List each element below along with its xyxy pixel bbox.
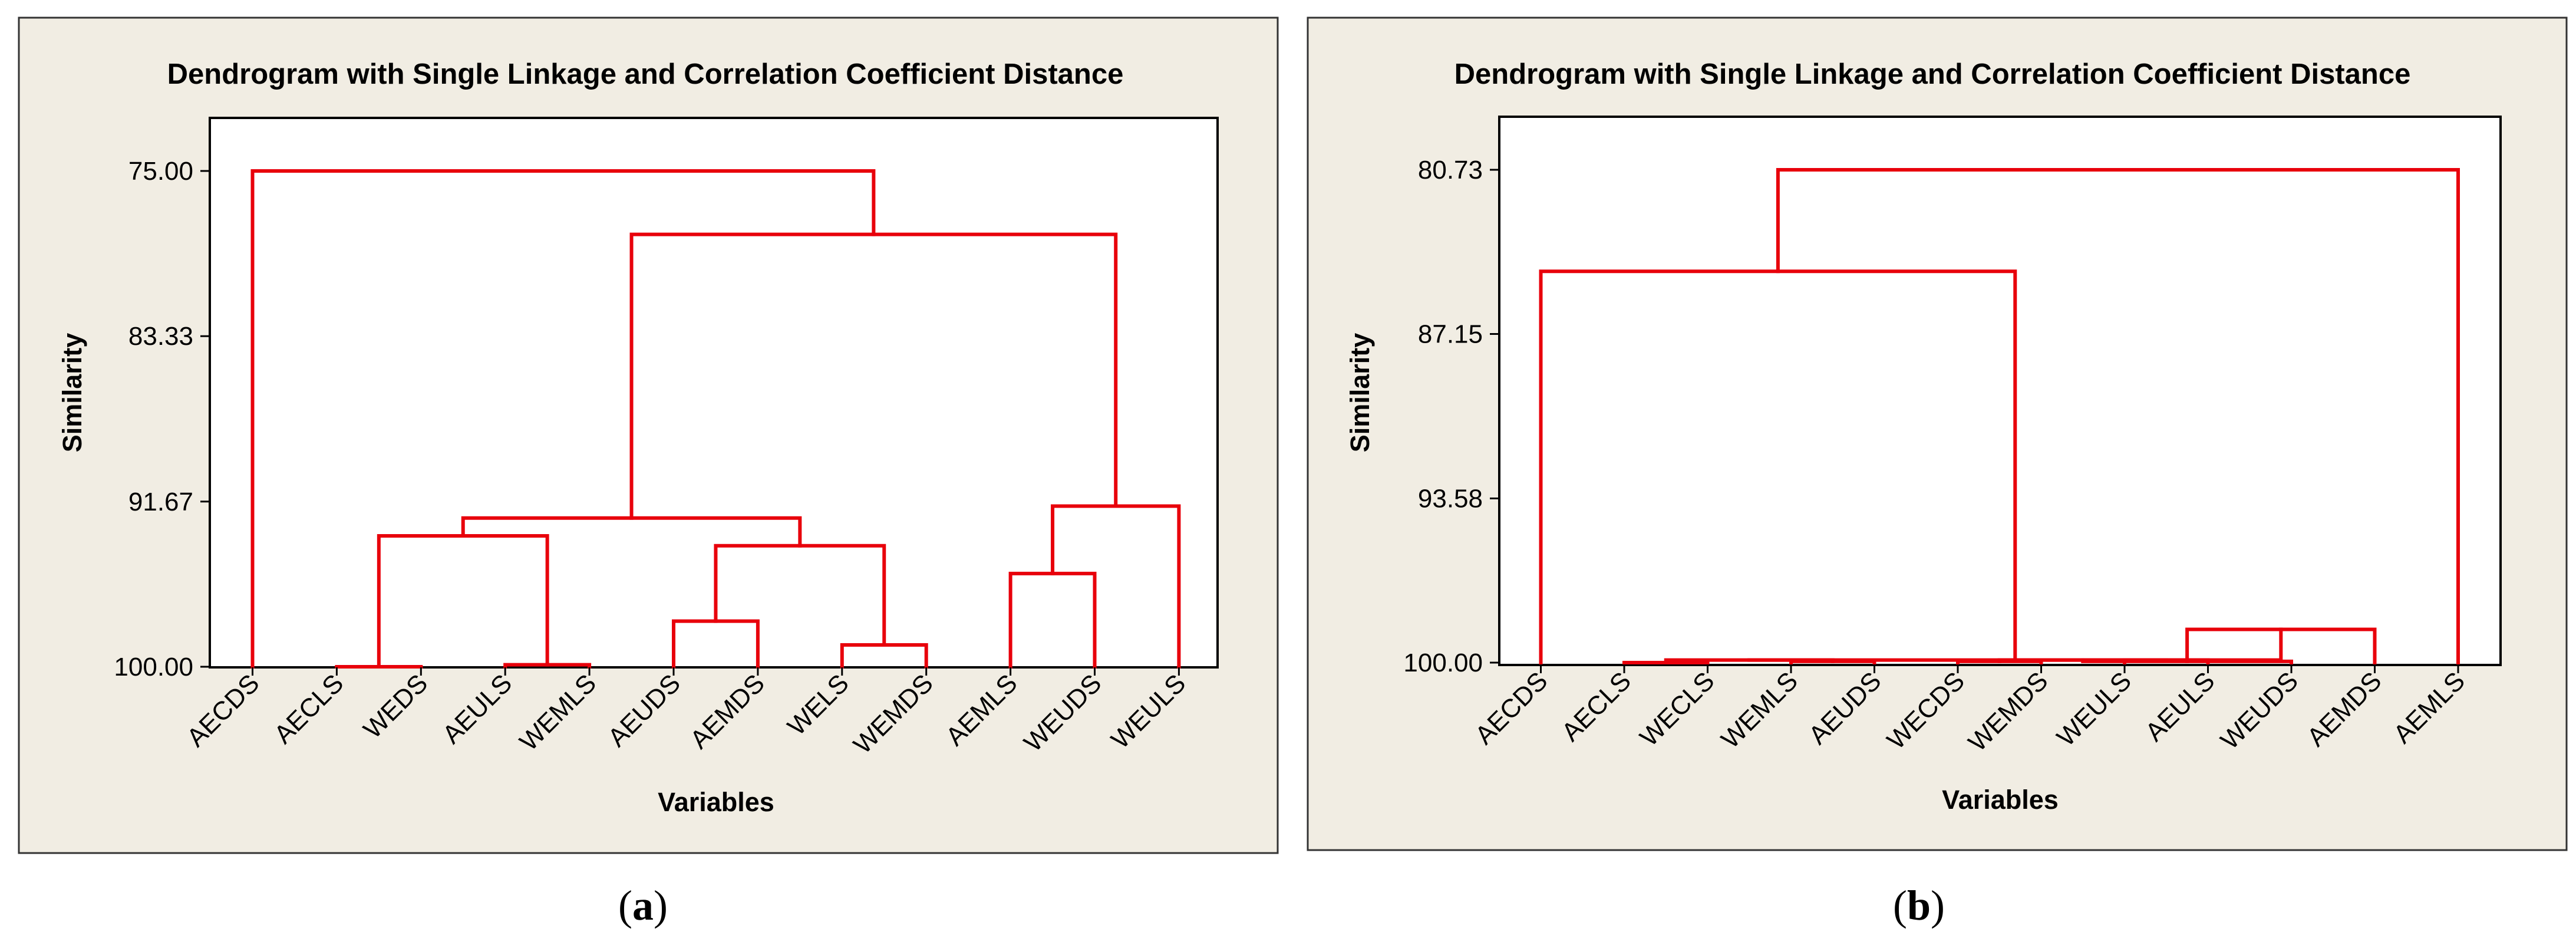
panel-a-links (250, 169, 1181, 669)
caption-a: (a) (618, 882, 668, 929)
dendrogram-panel-a: Dendrogram with Single Linkage and Corre… (18, 17, 1279, 854)
y-tick-label: 83.33 (128, 322, 193, 351)
panel-b-y-axis-title: Similarity (1345, 333, 1375, 453)
panel-a-title: Dendrogram with Single Linkage and Corre… (167, 58, 1124, 90)
panel-a-y-axis-title: Similarity (57, 333, 87, 453)
y-tick-label: 87.15 (1418, 320, 1483, 349)
panel-b-title: Dendrogram with Single Linkage and Corre… (1454, 58, 2411, 90)
dendrogram-link (1747, 627, 2283, 662)
panel-a-y-axis: 75.00 83.33 91.67 100.00 (114, 157, 210, 681)
y-tick-label: 75.00 (128, 157, 193, 186)
caption-b: (b) (1893, 882, 1945, 929)
dendrogram-link (1776, 168, 2460, 664)
dendrogram-panel-b: Dendrogram with Single Linkage and Corre… (1307, 17, 2568, 851)
panel-a-plot-area (209, 117, 1219, 669)
panel-b-plot-area (1498, 116, 2502, 666)
dendrogram-link (250, 169, 876, 669)
y-tick-label: 93.58 (1418, 484, 1483, 513)
y-tick-label: 100.00 (1403, 648, 1483, 677)
panel-b-y-axis: 80.73 87.15 93.58 100.00 (1403, 156, 1499, 677)
y-tick-label: 100.00 (114, 653, 193, 681)
panel-a-x-axis-title: Variables (658, 787, 774, 817)
y-tick-label: 91.67 (128, 488, 193, 516)
panel-b-links (1539, 168, 2460, 664)
panel-b-x-axis-title: Variables (1942, 785, 2059, 815)
y-tick-label: 80.73 (1418, 156, 1483, 185)
